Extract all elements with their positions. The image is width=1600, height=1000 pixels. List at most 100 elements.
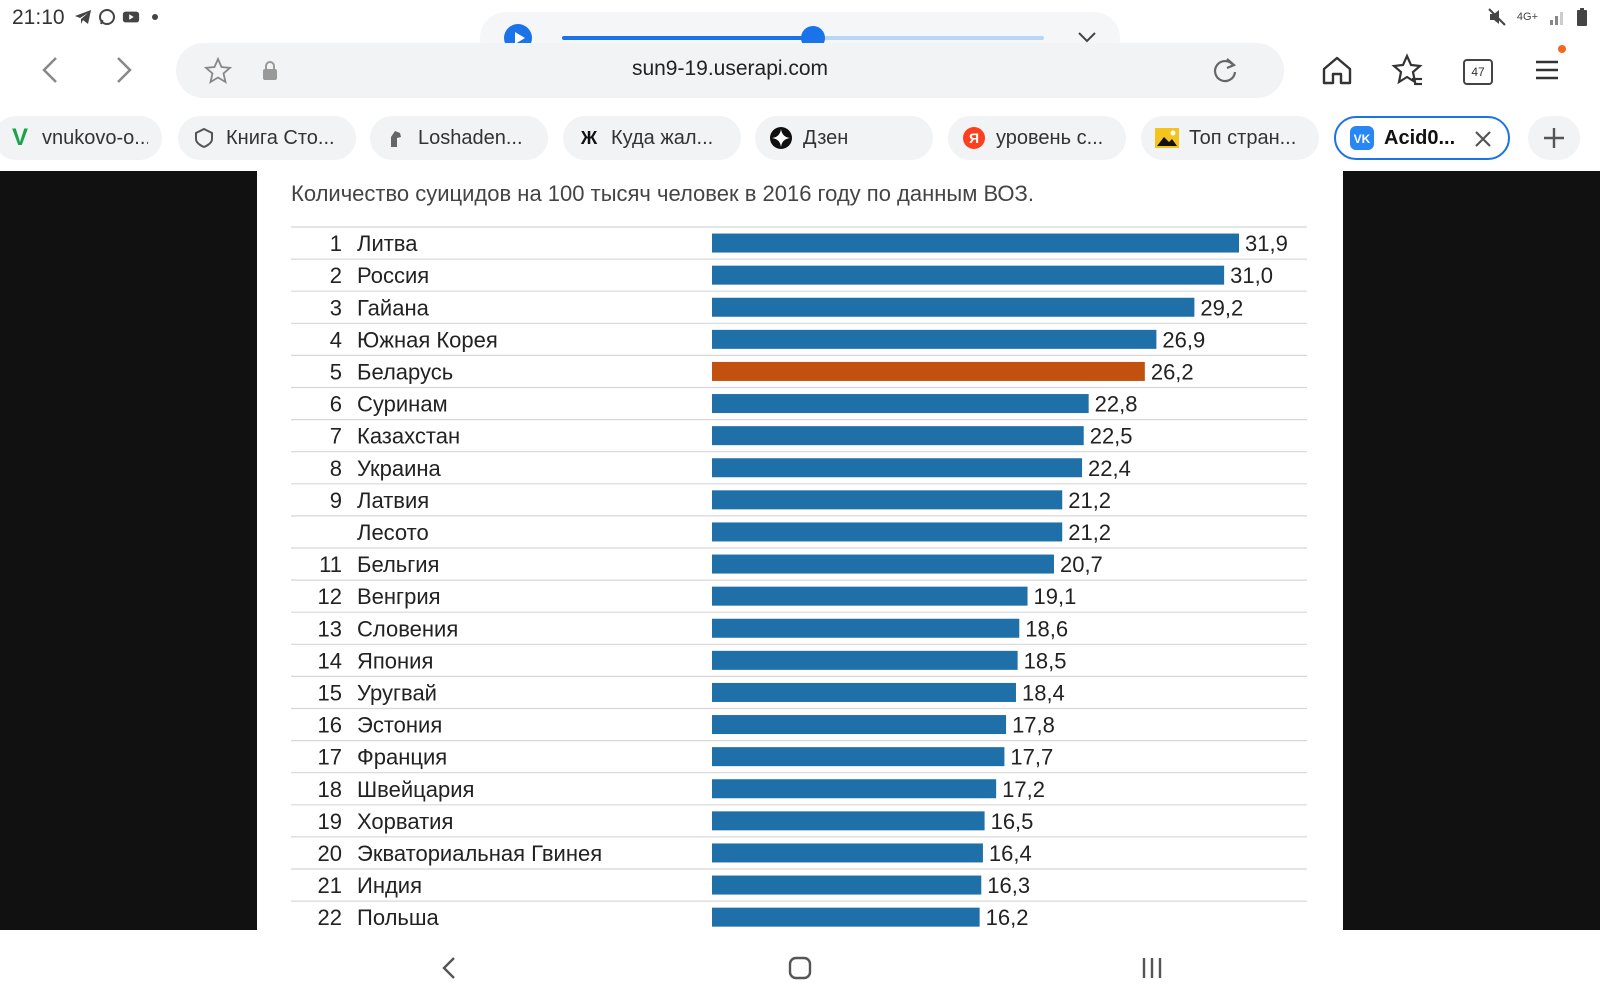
tab-strip: V vnukovo-o... Книга Сто... Loshaden... … [0,116,1600,164]
seek-progress [562,36,813,40]
country-label: Словения [357,616,458,641]
bar [712,297,1195,317]
value-label: 26,9 [1162,327,1205,352]
bar [712,907,980,927]
system-back-icon[interactable] [430,948,470,988]
value-label: 16,5 [991,809,1034,834]
country-label: Гайана [357,295,430,320]
rank-label: 16 [318,713,342,738]
notification-dot [1558,45,1566,53]
tab-0[interactable]: V vnukovo-o... [0,116,162,160]
country-label: Франция [357,745,447,770]
seek-bar[interactable] [562,26,1044,50]
country-label: Экваториальная Гвинея [357,841,602,866]
new-tab-button[interactable] [1528,116,1580,160]
country-label: Литва [357,231,418,256]
address-bar[interactable]: sun9-19.userapi.com [176,43,1284,98]
system-home-icon[interactable] [780,948,820,988]
bar [712,458,1083,478]
crest-icon [192,126,216,150]
bar [712,586,1028,606]
value-label: 31,0 [1230,263,1273,288]
country-label: Индия [357,873,422,898]
rank-label: 22 [318,905,342,930]
rank-label: 20 [318,841,342,866]
bar [712,715,1007,735]
tab-6[interactable]: Топ стран... [1141,116,1319,160]
menu-button[interactable] [1528,45,1566,89]
value-label: 18,5 [1024,648,1067,673]
tab-3[interactable]: Ж Куда жал... [563,116,741,160]
bar [712,329,1157,349]
youtube-icon [122,11,140,23]
rank-label: 13 [318,616,342,641]
country-label: Латвия [357,488,429,513]
rank-label: 15 [318,680,342,705]
bookmarks-icon[interactable] [1388,51,1426,89]
tab-7-active[interactable]: VK Acid0... [1334,116,1510,160]
tab-4[interactable]: Дзен [755,116,933,160]
system-recents-icon[interactable] [1132,948,1172,988]
value-label: 22,8 [1095,392,1138,417]
back-button[interactable] [34,52,70,88]
rank-label: 17 [318,745,342,770]
value-label: 17,2 [1002,777,1045,802]
country-label: Уругвай [357,680,437,705]
tab-label: Дзен [803,126,849,149]
status-right-icons: 4G+ [1487,7,1588,27]
signal-icon [1550,12,1563,25]
bookmark-star-icon[interactable] [204,57,232,85]
bar [712,811,985,831]
value-label: 22,4 [1088,456,1131,481]
country-label: Венгрия [357,584,441,609]
value-label: 20,7 [1060,552,1103,577]
country-label: Швейцария [357,777,474,802]
close-icon[interactable] [1472,128,1494,150]
reload-icon[interactable] [1210,56,1240,86]
status-time: 21:10 [12,6,65,29]
bar [712,522,1063,542]
telegram-icon [75,10,91,24]
rank-label: 3 [330,295,342,320]
battery-icon [1577,8,1587,26]
rank-label: 12 [318,584,342,609]
value-label: 19,1 [1034,584,1077,609]
rank-label: 14 [318,648,342,673]
bar-highlight [712,361,1145,381]
rank-label: 11 [319,552,342,577]
tab-5[interactable]: Я уровень с... [948,116,1126,160]
country-label: Украина [357,456,442,481]
tab-label: Книга Сто... [226,126,335,149]
url-text[interactable]: sun9-19.userapi.com [631,57,829,80]
rank-label: 6 [330,392,342,417]
bar [712,490,1063,510]
dot-icon [152,14,158,20]
tab-1[interactable]: Книга Сто... [178,116,356,160]
country-label: Хорватия [357,809,453,834]
bar [712,875,982,895]
value-label: 18,4 [1022,680,1065,705]
svg-text:VK: VK [1354,132,1371,146]
rank-label: 9 [330,488,342,513]
bar [712,394,1089,414]
bar [712,843,983,863]
country-label: Эстония [357,713,442,738]
home-icon[interactable] [1318,51,1356,89]
rank-label: 1 [330,231,342,256]
tab-label: Куда жал... [611,126,714,149]
mute-icon [1488,8,1506,26]
value-label: 22,5 [1090,424,1133,449]
whatsapp-icon [99,9,115,25]
rank-label: 5 [330,359,342,384]
rank-label: 4 [330,327,342,352]
tabs-button[interactable]: 47 [1458,51,1496,89]
value-label: 16,2 [986,905,1029,930]
country-label: Польша [357,905,440,930]
value-label: 18,6 [1025,616,1068,641]
country-label: Япония [357,648,433,673]
country-label: Лесото [357,520,429,545]
tab-2[interactable]: Loshaden... [370,116,548,160]
forward-button[interactable] [104,52,140,88]
chevron-down-icon[interactable] [1076,26,1098,48]
horse-icon [384,126,408,150]
